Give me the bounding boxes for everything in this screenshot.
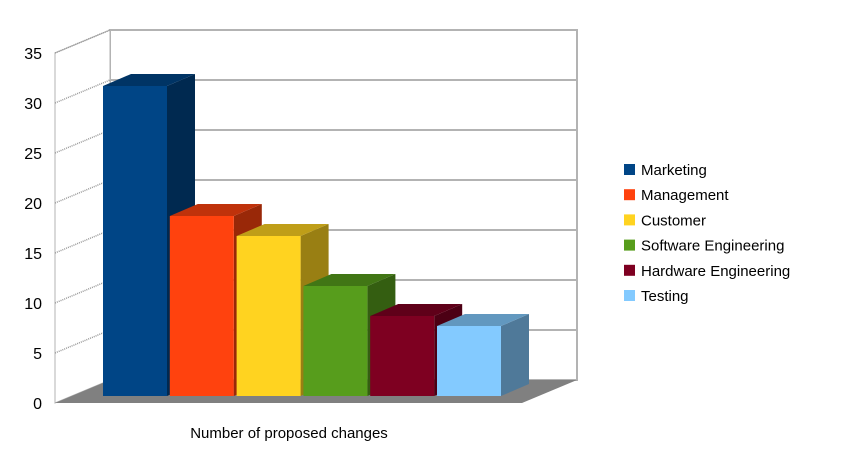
x-axis-label: Number of proposed changes xyxy=(190,425,388,442)
bar-top xyxy=(103,74,195,86)
bar-marketing xyxy=(103,74,195,396)
bar-top xyxy=(370,304,463,316)
legend-swatch xyxy=(624,239,635,251)
bar-top xyxy=(303,274,396,286)
bar-front xyxy=(103,86,167,396)
bar-front xyxy=(169,216,234,396)
legend-swatch xyxy=(624,189,635,201)
bars xyxy=(103,74,529,396)
legend-swatch xyxy=(624,164,635,175)
y-tick-label: 15 xyxy=(24,246,42,263)
legend-label: Software Engineering xyxy=(641,238,784,255)
y-tick-label: 0 xyxy=(33,396,42,413)
y-tick-label: 5 xyxy=(33,346,42,363)
side-wall xyxy=(54,29,111,404)
legend-label: Marketing xyxy=(641,162,707,179)
y-tick-label: 10 xyxy=(24,296,42,313)
legend-label: Management xyxy=(641,187,729,204)
legend-swatch xyxy=(624,214,635,226)
bar-top xyxy=(169,204,262,216)
legend-label: Testing xyxy=(641,288,689,305)
legend-swatch xyxy=(624,264,635,276)
bar-front xyxy=(437,326,501,396)
y-axis-ticks: 0 5 10 15 20 25 30 35 xyxy=(24,46,42,413)
bar-top xyxy=(437,314,529,326)
legend: Marketing Management Customer Software Engi… xyxy=(624,162,790,305)
bar-front xyxy=(303,286,368,396)
bar-front xyxy=(370,316,435,396)
bar-top xyxy=(236,224,329,236)
bar-front xyxy=(236,236,301,396)
y-tick-label: 30 xyxy=(24,96,42,113)
legend-swatch xyxy=(624,290,635,301)
bar-testing xyxy=(437,314,529,396)
legend-label: Hardware Engineering xyxy=(641,263,790,280)
y-tick-label: 35 xyxy=(24,46,42,63)
y-tick-label: 20 xyxy=(24,196,42,213)
bar-side xyxy=(501,314,529,396)
legend-label: Customer xyxy=(641,212,706,229)
y-tick-label: 25 xyxy=(24,146,42,163)
